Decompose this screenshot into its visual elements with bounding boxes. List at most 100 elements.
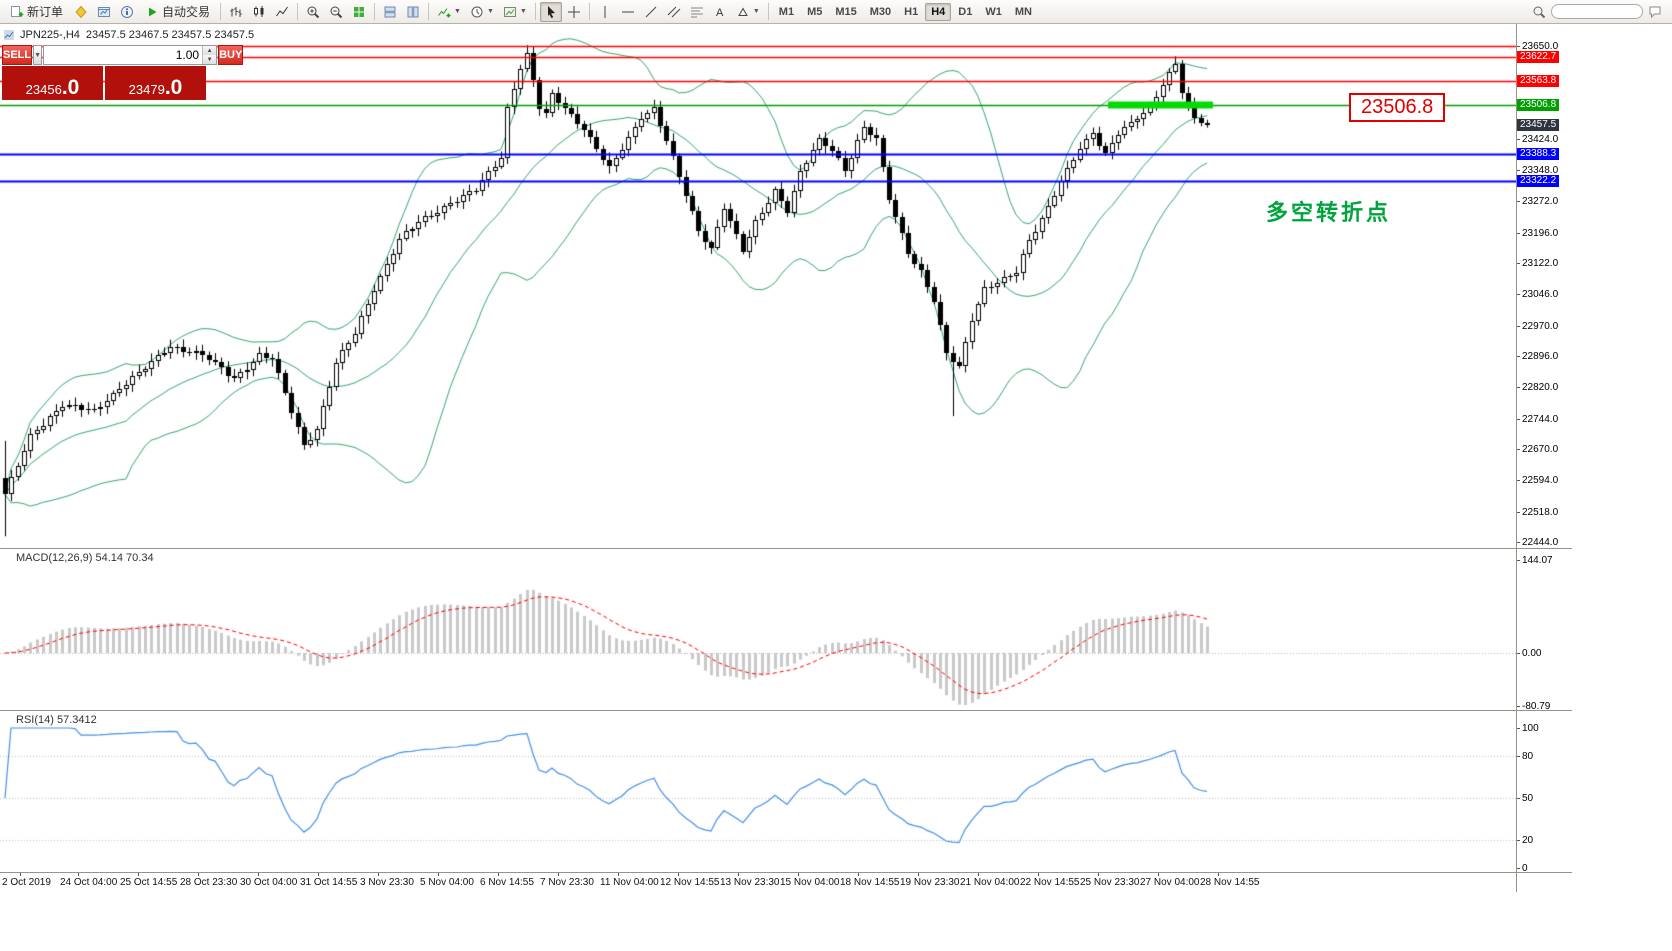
price-axis-tickmark (1516, 46, 1520, 47)
timeframe-button-m5[interactable]: M5 (801, 3, 828, 21)
horizontal-line-button[interactable] (617, 2, 639, 22)
timeframe-button-m30[interactable]: M30 (864, 3, 897, 21)
volume-input[interactable] (44, 46, 203, 64)
shapes-icon (737, 6, 748, 16)
sell-price-panel[interactable]: 23456.0 (2, 66, 103, 100)
price-axis-tick: 23046.0 (1522, 289, 1559, 300)
rsi-scale-tickmark (1516, 840, 1520, 841)
new-order-button[interactable]: 新订单 (4, 2, 69, 22)
vertical-line-button[interactable] (594, 2, 616, 22)
periods-button[interactable]: ▼ (466, 2, 498, 22)
chart-annotation-text[interactable]: 多空转折点 (1266, 200, 1392, 225)
text-label-button[interactable]: A (709, 2, 731, 22)
clock-icon (471, 6, 483, 17)
timeframe-button-h1[interactable]: H1 (898, 3, 924, 21)
time-axis-label: 28 Nov 14:55 (1200, 877, 1260, 888)
channel-button[interactable] (663, 2, 685, 22)
time-axis-label: 6 Nov 14:55 (480, 877, 534, 888)
tile-horizontal-button[interactable] (379, 2, 401, 22)
chat-icon[interactable] (1648, 5, 1662, 19)
time-axis-tickmark (318, 872, 319, 876)
chart-header: JPN225-,H4 23457.5 23467.5 23457.5 23457… (4, 29, 254, 41)
timeframe-button-h4[interactable]: H4 (925, 2, 952, 21)
charts-window-button[interactable] (93, 2, 115, 22)
price-axis[interactable]: 23650.0 23424.0 23348.0 23272.0 23196.0 23122… (1516, 24, 1572, 874)
line-chart-button[interactable] (271, 2, 293, 22)
tile-windows-button[interactable] (348, 2, 370, 22)
templates-button[interactable]: ▼ (499, 2, 531, 22)
indicators-icon (438, 7, 451, 17)
chevron-down-icon: ▼ (519, 8, 527, 15)
cursor-button[interactable] (539, 1, 562, 22)
crosshair-icon (567, 5, 580, 18)
chart-canvas[interactable] (0, 24, 1516, 872)
trendline-button[interactable] (640, 2, 662, 22)
data-window-button[interactable] (116, 2, 138, 22)
toolbar-search-input[interactable] (1551, 4, 1643, 19)
timeframe-button-m1[interactable]: M1 (773, 3, 800, 21)
horizontal-line-icon (621, 11, 634, 12)
shapes-button[interactable]: ▼ (732, 2, 764, 22)
time-axis-label: 22 Nov 14:55 (1020, 877, 1080, 888)
time-axis-tickmark (198, 872, 199, 876)
market-depth-button[interactable] (70, 2, 92, 22)
time-axis-tickmark (798, 872, 799, 876)
rsi-panel-separator[interactable] (0, 710, 1572, 711)
time-axis-tickmark (738, 872, 739, 876)
rsi-scale-value: 50 (1522, 793, 1534, 804)
toolbar-separator (767, 3, 769, 20)
sell-price-decimal: .0 (61, 76, 80, 99)
rsi-scale-tickmark (1516, 728, 1520, 729)
candlestick-chart-button[interactable] (248, 2, 270, 22)
time-axis-tickmark (858, 872, 859, 876)
buy-button[interactable]: BUY (218, 45, 244, 65)
volume-decrease-button[interactable]: ▼ (203, 55, 217, 64)
time-axis-label: 30 Oct 04:00 (240, 877, 298, 888)
toolbar: 新订单 自动交易 (0, 0, 1672, 24)
rsi-scale-tickmark (1516, 868, 1520, 869)
search-icon[interactable] (1532, 5, 1546, 19)
tile-vertical-button[interactable] (402, 2, 424, 22)
time-axis-tickmark (378, 872, 379, 876)
order-type-dropdown[interactable]: ▼ (33, 45, 43, 65)
price-axis-tick: 22970.0 (1522, 321, 1559, 332)
volume-increase-button[interactable]: ▲ (203, 46, 217, 55)
time-axis-label: 25 Nov 23:30 (1080, 877, 1140, 888)
current-price-label: 23457.5 (1517, 119, 1560, 131)
toolbar-separator (428, 3, 430, 20)
time-axis-label: 28 Oct 23:30 (180, 877, 238, 888)
toolbar-right-group (1532, 4, 1668, 19)
rsi-scale-value: 80 (1522, 751, 1534, 762)
timeframe-button-mn[interactable]: MN (1009, 3, 1038, 21)
play-icon (149, 7, 157, 16)
volume-spinner: ▲ ▼ (202, 46, 217, 64)
zoom-out-button[interactable] (325, 2, 347, 22)
buy-price-decimal: .0 (164, 76, 183, 99)
time-axis-label: 12 Nov 14:55 (660, 877, 720, 888)
time-axis-label: 21 Nov 04:00 (960, 877, 1020, 888)
time-axis[interactable]: 2 Oct 2019 24 Oct 04:00 25 Oct 14:55 28 Oct… (0, 872, 1516, 892)
price-axis-tickmark (1516, 356, 1520, 357)
fibonacci-button[interactable] (686, 2, 708, 22)
fibonacci-icon (690, 7, 703, 17)
price-callout-label[interactable]: 23506.8 (1349, 93, 1446, 122)
timeframe-button-w1[interactable]: W1 (979, 3, 1008, 21)
timeframe-button-d1[interactable]: D1 (952, 3, 978, 21)
zoom-in-button[interactable] (302, 2, 324, 22)
time-axis-label: 2 Oct 2019 (2, 877, 51, 888)
sell-button[interactable]: SELL (2, 45, 33, 65)
bar-chart-button[interactable] (225, 2, 247, 22)
price-axis-tick: 22518.0 (1522, 507, 1559, 518)
price-axis-line-label: 23622.7 (1517, 51, 1560, 63)
time-axis-label: 27 Nov 04:00 (1140, 877, 1200, 888)
macd-scale-tickmark (1516, 560, 1520, 561)
auto-trading-button[interactable]: 自动交易 (139, 2, 216, 22)
timeframe-button-m15[interactable]: M15 (829, 3, 862, 21)
buy-price-panel[interactable]: 23479.0 (105, 66, 206, 100)
price-axis-tickmark (1516, 294, 1520, 295)
time-axis-tickmark (1218, 872, 1219, 876)
crosshair-button[interactable] (563, 2, 585, 22)
auto-trading-label: 自动交易 (162, 5, 211, 19)
indicators-button[interactable]: ▼ (433, 2, 465, 22)
macd-panel-separator[interactable] (0, 548, 1572, 549)
